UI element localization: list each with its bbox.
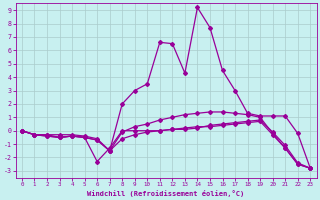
X-axis label: Windchill (Refroidissement éolien,°C): Windchill (Refroidissement éolien,°C) bbox=[87, 190, 245, 197]
